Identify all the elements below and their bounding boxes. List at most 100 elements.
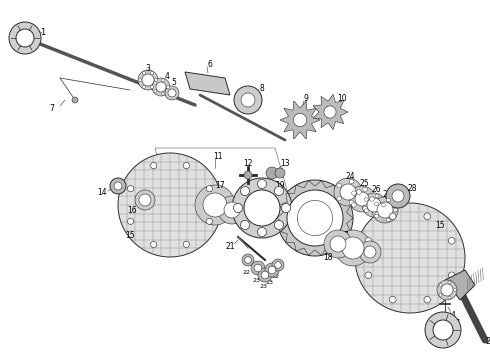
Circle shape	[241, 186, 249, 195]
Circle shape	[363, 206, 368, 211]
Circle shape	[337, 183, 342, 188]
Text: 24: 24	[345, 171, 355, 180]
Text: 17: 17	[215, 180, 225, 189]
Circle shape	[439, 293, 442, 296]
Circle shape	[251, 261, 265, 275]
Circle shape	[143, 85, 146, 89]
Circle shape	[245, 257, 251, 263]
Circle shape	[334, 178, 362, 206]
Circle shape	[377, 202, 393, 218]
Text: 7: 7	[49, 104, 54, 113]
Circle shape	[244, 190, 280, 226]
Circle shape	[156, 82, 166, 92]
Circle shape	[448, 296, 451, 299]
Text: 1: 1	[455, 320, 461, 328]
Text: 17: 17	[339, 230, 349, 239]
Circle shape	[386, 184, 410, 208]
Circle shape	[138, 70, 158, 90]
Circle shape	[375, 214, 378, 218]
Text: 6: 6	[208, 59, 213, 68]
Circle shape	[206, 185, 213, 192]
Circle shape	[335, 230, 371, 266]
Text: 8: 8	[260, 84, 265, 93]
Text: 21: 21	[225, 242, 235, 251]
Circle shape	[135, 190, 155, 210]
Circle shape	[16, 29, 34, 47]
Circle shape	[150, 241, 157, 248]
Text: 4: 4	[451, 311, 455, 320]
Circle shape	[370, 197, 374, 201]
Circle shape	[162, 79, 165, 82]
Circle shape	[254, 264, 262, 272]
Text: 13: 13	[280, 158, 290, 167]
Text: 18: 18	[235, 192, 245, 201]
Text: 22: 22	[272, 274, 280, 279]
Circle shape	[365, 238, 371, 244]
Text: 18: 18	[323, 253, 333, 262]
Circle shape	[127, 185, 134, 192]
Text: 26: 26	[371, 185, 381, 194]
Text: 15: 15	[435, 220, 445, 230]
Text: 27: 27	[382, 189, 392, 198]
Circle shape	[425, 312, 461, 348]
Circle shape	[448, 272, 455, 279]
Circle shape	[139, 194, 151, 206]
Circle shape	[364, 246, 376, 258]
Circle shape	[448, 281, 451, 284]
Circle shape	[349, 186, 375, 212]
Circle shape	[150, 72, 153, 75]
Circle shape	[352, 191, 356, 195]
Circle shape	[244, 171, 252, 179]
Circle shape	[266, 167, 278, 179]
Circle shape	[168, 89, 176, 97]
Circle shape	[152, 78, 170, 96]
Text: 28: 28	[407, 184, 417, 193]
Circle shape	[183, 162, 190, 169]
Circle shape	[453, 288, 457, 292]
Text: 20: 20	[347, 190, 357, 199]
Circle shape	[165, 86, 179, 100]
Circle shape	[297, 201, 333, 235]
Text: 3: 3	[451, 274, 455, 283]
Circle shape	[114, 182, 122, 190]
Circle shape	[233, 203, 243, 212]
Circle shape	[448, 238, 455, 244]
Text: 22: 22	[242, 270, 250, 274]
Circle shape	[433, 320, 453, 340]
Circle shape	[330, 236, 346, 252]
Circle shape	[206, 218, 213, 224]
Circle shape	[362, 193, 386, 217]
Polygon shape	[445, 270, 475, 300]
Circle shape	[195, 185, 235, 225]
Text: 3: 3	[146, 63, 150, 72]
Text: 1: 1	[40, 27, 46, 36]
Text: 11: 11	[213, 152, 223, 161]
Circle shape	[272, 259, 284, 271]
Circle shape	[162, 92, 165, 95]
Circle shape	[424, 296, 431, 303]
Circle shape	[390, 296, 396, 303]
Circle shape	[392, 190, 404, 202]
Text: 15: 15	[125, 230, 135, 239]
Circle shape	[439, 284, 442, 287]
Circle shape	[154, 78, 157, 81]
Circle shape	[257, 228, 267, 237]
Circle shape	[393, 208, 397, 212]
Circle shape	[277, 180, 353, 256]
Circle shape	[203, 193, 227, 217]
Circle shape	[275, 168, 285, 178]
Circle shape	[242, 254, 254, 266]
Circle shape	[154, 81, 157, 84]
Circle shape	[268, 266, 276, 274]
Circle shape	[363, 187, 368, 192]
Circle shape	[365, 198, 368, 201]
Circle shape	[274, 220, 284, 230]
Circle shape	[355, 192, 369, 206]
Circle shape	[365, 209, 368, 212]
Circle shape	[424, 213, 431, 220]
Text: 14: 14	[97, 188, 107, 197]
Circle shape	[359, 241, 381, 263]
Polygon shape	[280, 101, 320, 139]
Circle shape	[183, 241, 190, 248]
Circle shape	[349, 200, 354, 205]
